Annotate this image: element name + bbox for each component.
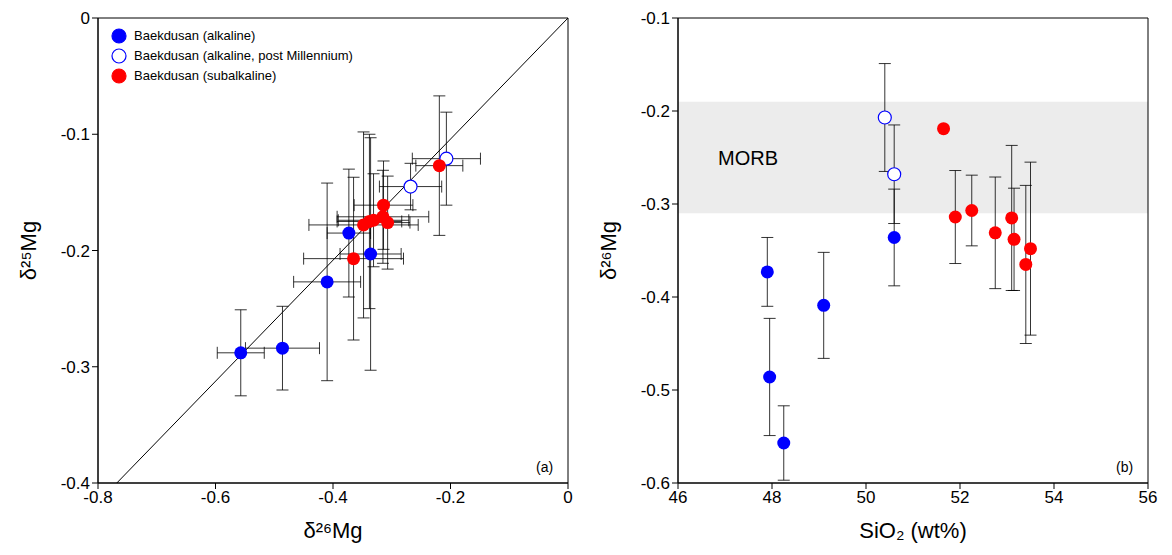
svg-text:56: 56	[1139, 488, 1158, 507]
html-text:Baekdusan (subalkaline): Baekdusan (subalkaline)	[134, 68, 277, 83]
svg-text:-0.4: -0.4	[318, 488, 347, 507]
svg-text:δ²⁵Mg: δ²⁵Mg	[16, 221, 41, 280]
svg-text:-0.6: -0.6	[641, 474, 670, 493]
svg-text:48: 48	[763, 488, 782, 507]
svg-text:-0.5: -0.5	[641, 381, 670, 400]
svg-text:-0.2: -0.2	[61, 242, 90, 261]
svg-text:SiO₂ (wt%): SiO₂ (wt%)	[859, 518, 967, 543]
svg-text:δ²⁶Mg: δ²⁶Mg	[596, 221, 621, 280]
svg-text:46: 46	[669, 488, 688, 507]
svg-text:50: 50	[857, 488, 876, 507]
svg-text:-0.4: -0.4	[61, 474, 90, 493]
svg-text:-0.1: -0.1	[61, 125, 90, 144]
svg-text:-0.1: -0.1	[641, 9, 670, 28]
html-text:(a): (a)	[536, 459, 554, 475]
html-text:(b): (b)	[1116, 459, 1134, 475]
html-text:Baekdusan (alkaline, post Mill: Baekdusan (alkaline, post Millennium)	[134, 48, 353, 63]
svg-text:0: 0	[81, 9, 90, 28]
html-text:Baekdusan (alkaline): Baekdusan (alkaline)	[134, 28, 256, 43]
svg-text:-0.2: -0.2	[641, 102, 670, 121]
svg-text:-0.8: -0.8	[83, 488, 113, 508]
svg-text:52: 52	[951, 488, 970, 507]
svg-text:MORB: MORB	[718, 147, 778, 169]
svg-text:-0.6: -0.6	[201, 488, 230, 507]
svg-text:-0.4: -0.4	[641, 288, 670, 307]
svg-text:-0.3: -0.3	[61, 358, 90, 377]
svg-text:-0.3: -0.3	[641, 195, 670, 214]
svg-text:-0.2: -0.2	[436, 488, 465, 507]
svg-text:δ²⁶Mg: δ²⁶Mg	[303, 518, 362, 543]
svg-text:0: 0	[563, 488, 572, 507]
svg-text:54: 54	[1045, 488, 1064, 507]
